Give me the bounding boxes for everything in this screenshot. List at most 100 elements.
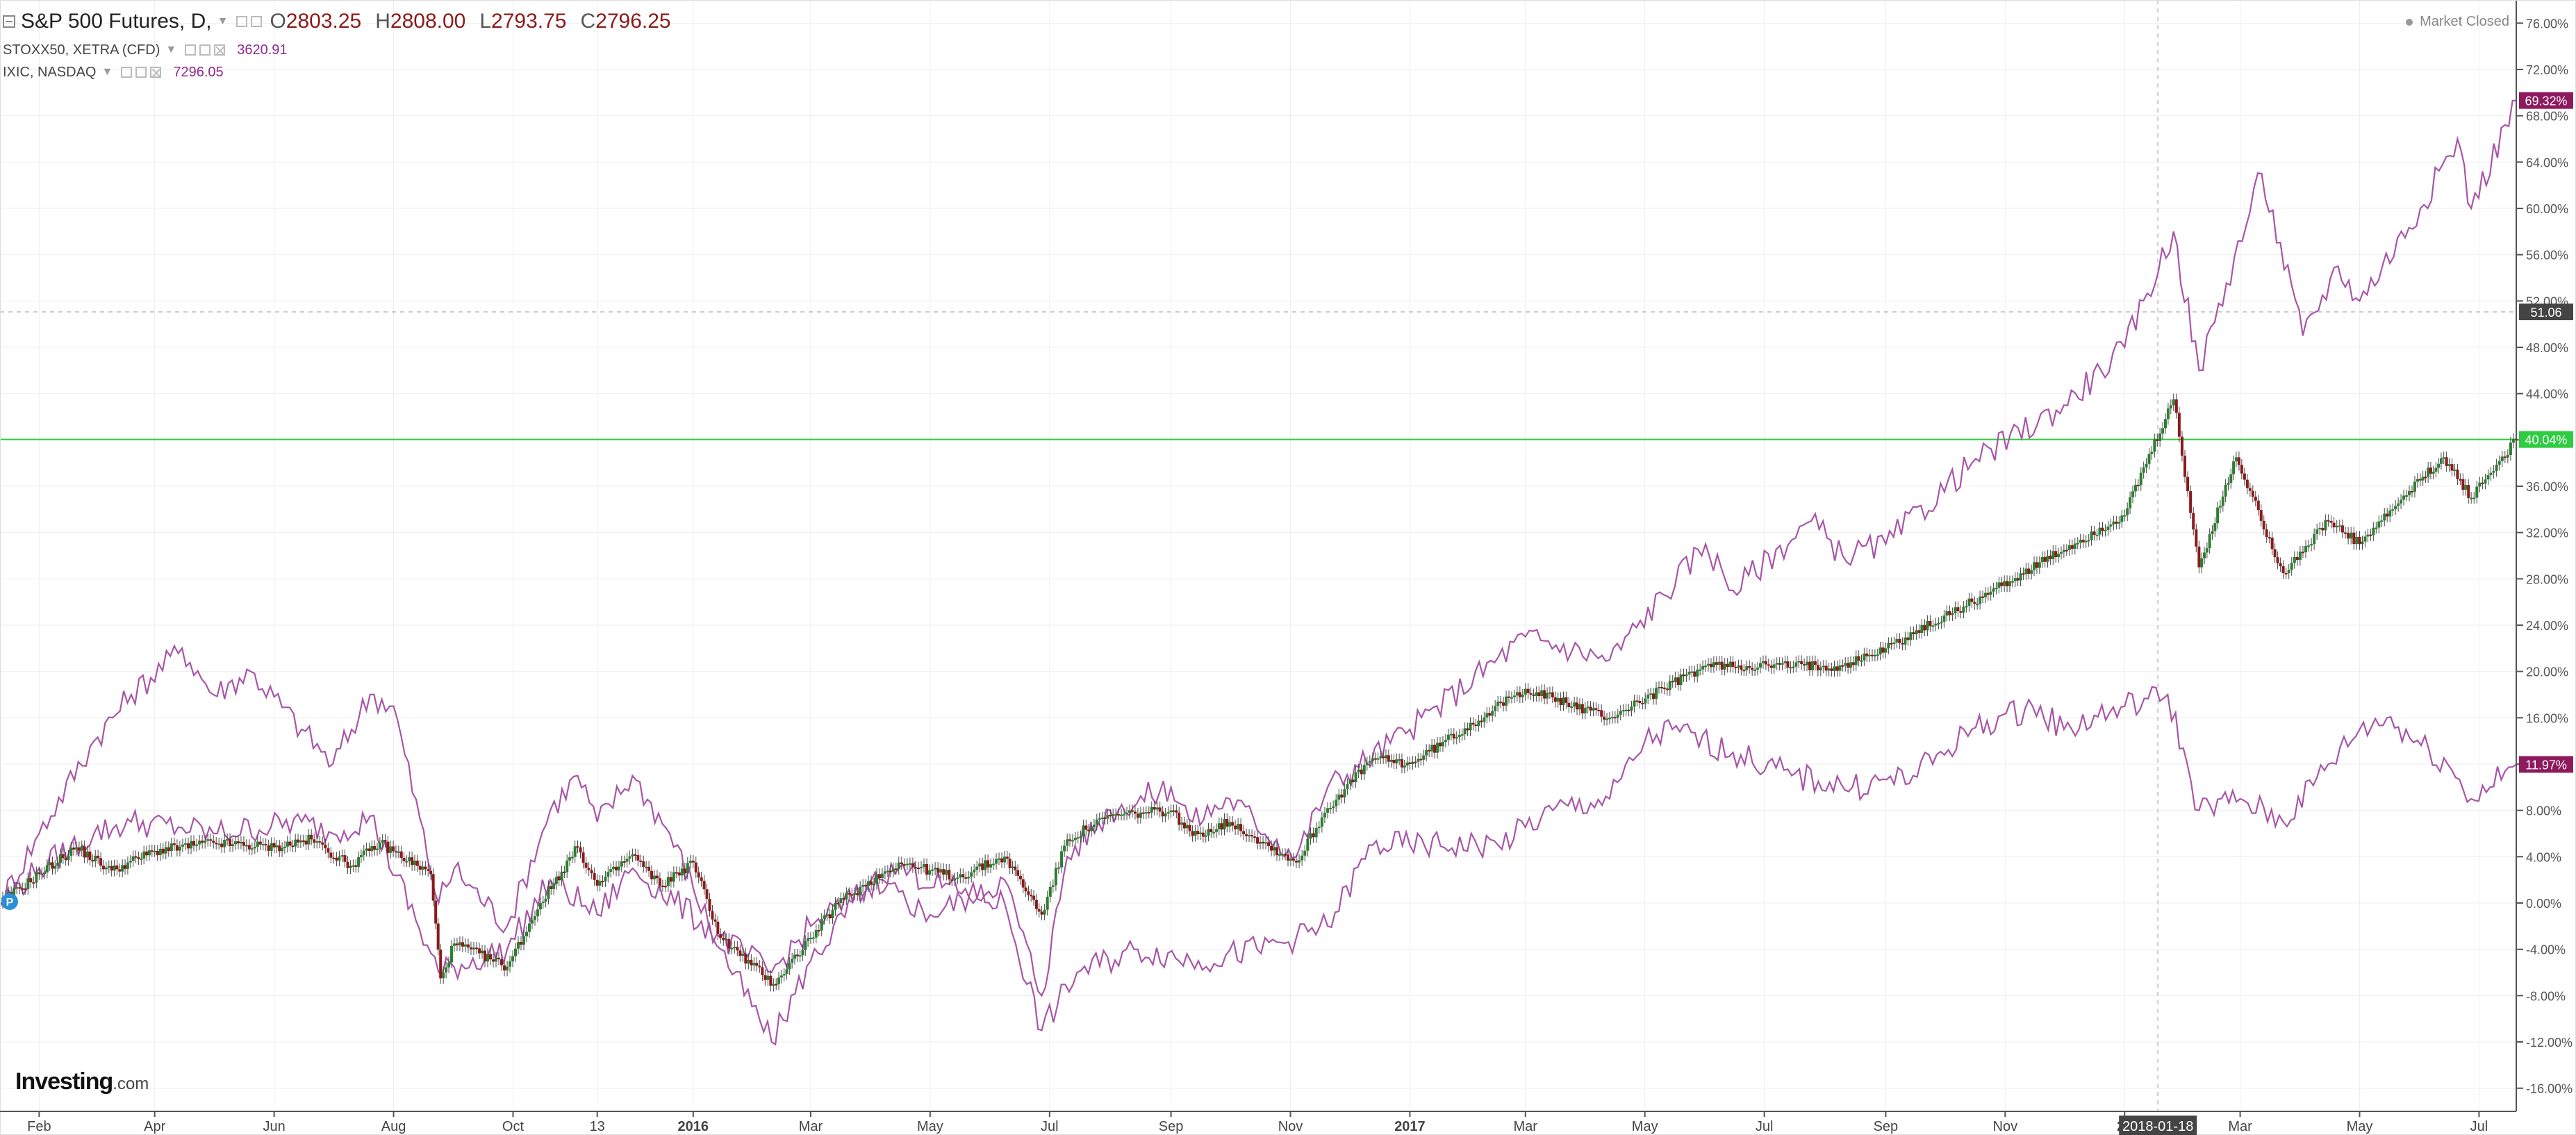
candle-body [2200, 558, 2204, 568]
candle-body [1621, 710, 1625, 712]
high-value: 2808.00 [390, 10, 466, 33]
candle-body [492, 959, 495, 962]
candle-body [945, 870, 948, 875]
candle-body [2027, 568, 2031, 574]
close-icon[interactable] [214, 44, 226, 56]
candle-body [939, 869, 943, 873]
candle-body [2445, 457, 2448, 466]
candle-body [1786, 661, 1790, 668]
visibility-icon[interactable] [135, 67, 147, 78]
candle-body [1425, 749, 1428, 756]
candle-body [2407, 491, 2411, 496]
legend-compare-row[interactable]: STOXX50, XETRA (CFD) ▼ 3620.91 [3, 39, 681, 61]
candle-body [663, 886, 667, 888]
candle-body [2315, 529, 2319, 534]
chevron-down-icon[interactable]: ▼ [217, 15, 229, 27]
candle-body [1485, 713, 1489, 718]
candle-body [1428, 749, 1431, 752]
candle-body [1014, 866, 1017, 870]
candle-body [2410, 491, 2413, 493]
candle-body [750, 959, 753, 966]
candle-body [1371, 758, 1374, 761]
chevron-down-icon[interactable]: ▼ [101, 66, 113, 78]
candle-body [1562, 697, 1565, 706]
high-label: H [375, 10, 390, 33]
candle-body [281, 847, 284, 852]
candle-body [823, 915, 826, 919]
visibility-icon[interactable] [199, 44, 211, 56]
candle-body [399, 851, 403, 858]
candle-body [1460, 734, 1464, 736]
legend-compare-row[interactable]: IXIC, NASDAQ ▼ 7296.05 [3, 61, 681, 83]
candle-body [1082, 825, 1085, 837]
candle-body [730, 947, 734, 950]
candle-body [1237, 824, 1240, 829]
candle-body [1076, 837, 1080, 839]
candle-body [919, 867, 923, 869]
candle-body [2221, 496, 2224, 506]
candle-body [2126, 508, 2129, 515]
candle-body [763, 975, 767, 980]
candle-body [779, 975, 783, 978]
candle-body [761, 967, 764, 975]
x-tick-label: 13 [590, 1119, 605, 1134]
candle-body [1567, 702, 1571, 707]
candle-body [175, 845, 179, 851]
candle-body [1756, 668, 1760, 670]
candle-body [541, 902, 545, 904]
candle-body [870, 881, 873, 885]
settings-icon[interactable] [236, 16, 248, 27]
candle-body [711, 911, 714, 920]
candle-body [1054, 868, 1057, 886]
candle-body [1259, 841, 1262, 844]
candle-body [809, 938, 812, 939]
candle-body [688, 861, 692, 863]
candle-body [35, 872, 38, 883]
candle-body [1917, 630, 1921, 633]
candle-body [1002, 856, 1006, 863]
candle-body [956, 877, 959, 879]
candle-body [2030, 570, 2033, 574]
candle-body [1191, 831, 1194, 836]
candle-body [1337, 794, 1341, 800]
candle-body [700, 877, 703, 881]
candle-body [669, 877, 672, 882]
candle-body [324, 844, 327, 849]
candle-body [981, 863, 984, 870]
candle-body [74, 847, 78, 850]
candle-body [1728, 661, 1732, 668]
candle-body [1778, 663, 1781, 665]
candle-body [2180, 436, 2183, 456]
y-tick-label: 56.00% [2526, 249, 2568, 263]
collapse-icon[interactable] [3, 15, 15, 28]
close-icon[interactable] [150, 67, 162, 78]
chevron-down-icon[interactable]: ▼ [165, 44, 177, 56]
candle-body [1306, 838, 1310, 851]
settings-icon[interactable] [185, 44, 197, 56]
candle-body [1155, 807, 1159, 810]
candle-body [2098, 527, 2102, 535]
candle-body [1231, 822, 1235, 826]
candle-body [547, 886, 550, 899]
candle-body [1444, 740, 1447, 743]
candle-body [2129, 497, 2132, 508]
low-label: L [479, 10, 492, 33]
settings-icon[interactable] [121, 67, 133, 78]
legend-main-row[interactable]: S&P 500 Futures, D, ▼ O 2803.25 H 2808.00 … [3, 4, 681, 39]
start-marker[interactable]: P [1, 893, 18, 910]
candle-body [1100, 818, 1104, 820]
candle-body [1767, 664, 1770, 666]
candle-body [497, 957, 501, 960]
visibility-icon[interactable] [251, 16, 263, 27]
candle-body [1150, 806, 1153, 813]
candle-body [2076, 542, 2079, 545]
candle-body [1125, 813, 1129, 815]
candle-body [29, 878, 33, 883]
last-value-badge-bg [2519, 756, 2573, 773]
candle-body [190, 840, 193, 849]
candle-body [923, 863, 926, 868]
candle-body [145, 851, 149, 856]
candle-body [2043, 556, 2047, 562]
candle-body [2361, 541, 2364, 545]
